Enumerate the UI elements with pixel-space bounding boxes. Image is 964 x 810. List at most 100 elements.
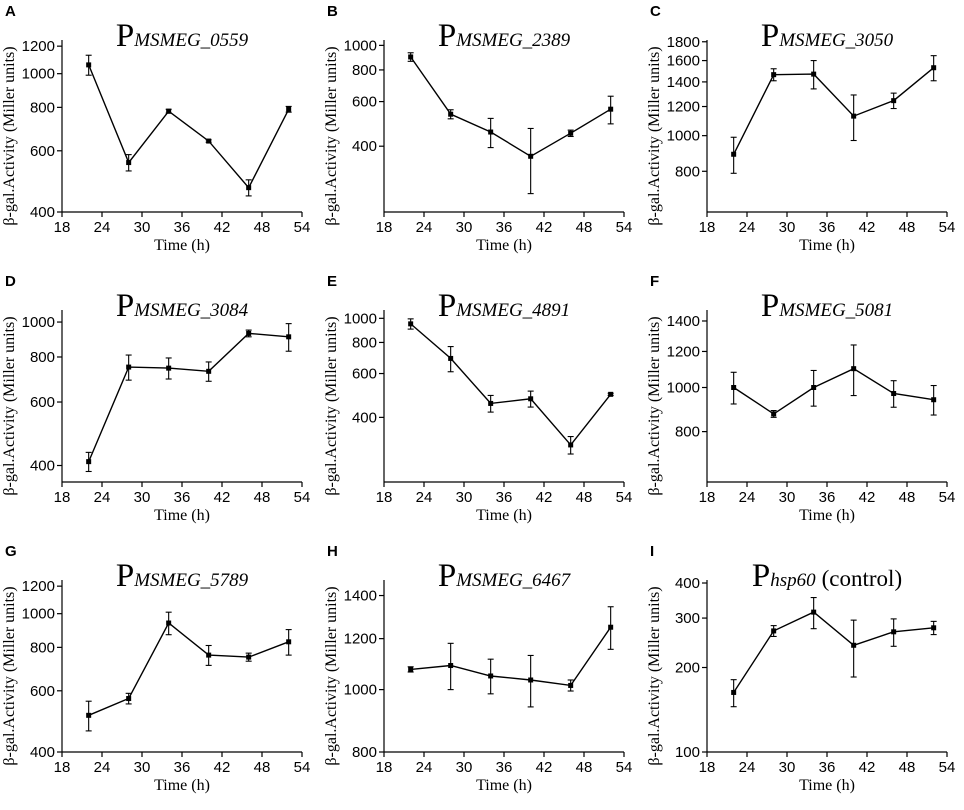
y-axis-label: β-gal.Activity (Miller units) <box>1 46 18 225</box>
y-tick-label: 800 <box>675 424 700 441</box>
y-tick-label: 600 <box>352 366 377 383</box>
y-tick-label: 1000 <box>22 314 55 331</box>
panel-h: H PMSMEG_6467 800 1000 1200 1400 18 24 30 36 42 48 5… <box>323 543 632 794</box>
data-point <box>246 330 252 336</box>
x-tick-label: 24 <box>416 489 433 506</box>
panel-i: I Phsp60 (control) 100 200 300 400 18 24 30 36 42 48… <box>646 543 955 794</box>
data-point <box>206 138 212 144</box>
x-tick-label: 42 <box>214 759 231 776</box>
y-tick-label: 400 <box>30 458 55 475</box>
x-tick-label: 18 <box>54 489 71 506</box>
title-p: P <box>438 558 456 594</box>
x-tick-label: 18 <box>376 219 393 236</box>
data-point <box>126 160 132 166</box>
y-axis-label: β-gal.Activity (Miller units) <box>646 316 663 495</box>
x-tick-label: 18 <box>54 759 71 776</box>
x-tick-label: 18 <box>699 489 716 506</box>
panel-title: PMSMEG_5081 <box>761 288 893 324</box>
data-point <box>528 153 534 159</box>
panel-title: PMSMEG_4891 <box>438 288 570 324</box>
panel-title: PMSMEG_6467 <box>438 558 572 594</box>
data-point <box>811 385 817 391</box>
x-tick-label: 54 <box>939 759 956 776</box>
panel-letter: C <box>650 3 661 20</box>
title-p: P <box>752 558 770 594</box>
x-tick-label: 18 <box>376 489 393 506</box>
x-tick-label: 42 <box>859 759 876 776</box>
y-tick-label: 1400 <box>344 588 377 605</box>
data-point <box>448 111 454 117</box>
y-tick-label: 400 <box>675 575 700 592</box>
title-subscript: MSMEG_3050 <box>778 30 893 51</box>
y-axis-label: β-gal.Activity (Miller units) <box>323 46 340 225</box>
x-tick-label: 54 <box>294 219 311 236</box>
x-axis-label: Time (h) <box>154 507 210 524</box>
x-tick-label: 36 <box>496 219 513 236</box>
x-axis-label: Time (h) <box>476 237 532 254</box>
panel-title: PMSMEG_2389 <box>438 18 571 54</box>
data-point <box>286 106 292 112</box>
panel-c: C PMSMEG_3050 800 1000 1200 1400 1600 1800 18 24 3… <box>646 3 955 254</box>
title-subscript: MSMEG_5081 <box>778 300 893 321</box>
series-line <box>88 332 289 462</box>
x-tick-label: 54 <box>294 759 311 776</box>
data-point <box>731 385 737 391</box>
panel-letter: F <box>650 273 659 290</box>
x-tick-label: 42 <box>536 489 553 506</box>
panel-letter: A <box>5 3 16 20</box>
data-point <box>851 366 857 372</box>
data-point <box>166 620 172 626</box>
panel-letter: G <box>5 543 17 560</box>
panel-d: D PMSMEG_3084 400 600 800 1000 18 24 30 36 42 48 54 T… <box>1 273 310 524</box>
x-tick-label: 36 <box>496 489 513 506</box>
x-tick-label: 48 <box>576 759 593 776</box>
title-subscript: MSMEG_3084 <box>133 300 248 321</box>
series-line <box>410 56 612 158</box>
title-subscript: MSMEG_5789 <box>133 570 248 591</box>
x-tick-label: 54 <box>616 489 633 506</box>
x-tick-label: 36 <box>819 219 836 236</box>
data-point <box>448 663 454 669</box>
data-point <box>851 642 857 648</box>
x-tick-label: 42 <box>536 759 553 776</box>
x-tick-label: 48 <box>899 489 916 506</box>
data-point <box>931 65 937 71</box>
series-line <box>733 367 934 415</box>
x-tick-label: 24 <box>94 759 111 776</box>
y-tick-label: 1200 <box>22 38 55 55</box>
data-point <box>528 677 534 683</box>
y-tick-label: 1000 <box>344 682 377 699</box>
data-point <box>86 62 92 68</box>
x-tick-label: 36 <box>496 759 513 776</box>
x-tick-label: 24 <box>416 219 433 236</box>
x-tick-label: 36 <box>174 489 191 506</box>
series-line <box>733 611 934 693</box>
data-point <box>86 459 92 465</box>
x-tick-label: 54 <box>939 219 956 236</box>
title-p: P <box>116 18 134 54</box>
x-tick-label: 24 <box>94 489 111 506</box>
data-point <box>166 108 172 114</box>
data-point <box>608 106 614 112</box>
data-point <box>246 654 252 660</box>
title-p: P <box>116 558 134 594</box>
data-point <box>206 368 212 374</box>
x-tick-label: 48 <box>254 759 271 776</box>
x-tick-label: 42 <box>214 489 231 506</box>
x-tick-label: 18 <box>54 219 71 236</box>
y-tick-label: 600 <box>30 143 55 160</box>
panel-a: A PMSMEG_0559 400 600 800 1000 1200 18 24 30 36 42 4… <box>1 3 310 254</box>
data-point <box>891 629 897 635</box>
y-tick-label: 400 <box>30 744 55 761</box>
y-tick-label: 1400 <box>667 313 700 330</box>
panel-letter: H <box>327 543 338 560</box>
y-tick-label: 800 <box>30 639 55 656</box>
x-tick-label: 36 <box>819 759 836 776</box>
panel-title: Phsp60 (control) <box>752 558 902 594</box>
title-subscript: MSMEG_2389 <box>455 30 570 51</box>
panel-letter: B <box>327 3 338 20</box>
data-point <box>408 666 414 672</box>
data-point <box>771 411 777 417</box>
x-tick-label: 48 <box>254 219 271 236</box>
